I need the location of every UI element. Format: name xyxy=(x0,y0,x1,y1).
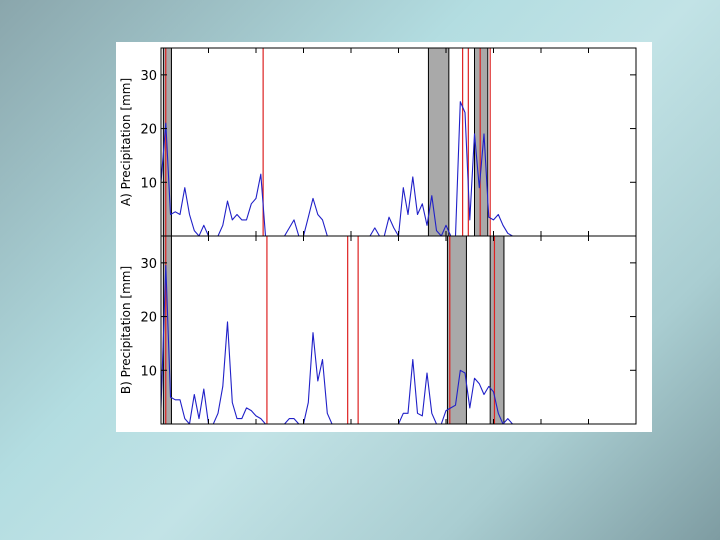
shaded-region xyxy=(446,236,467,424)
plot-frame xyxy=(160,47,637,237)
shaded-region xyxy=(489,236,505,424)
shaded-region xyxy=(162,48,172,236)
shaded-region xyxy=(474,48,489,236)
y-tick-label: 10 xyxy=(140,176,157,191)
y-tick-label: 10 xyxy=(140,364,157,379)
panel-a: 10 20 30 A) Precipitation [mm] xyxy=(119,47,637,237)
precipitation-chart-svg: 10 20 30 A) Precipitation [mm] 10 20 30 B) Prec… xyxy=(119,47,637,425)
y-tick-label: 30 xyxy=(140,257,157,272)
precipitation-figure: 10 20 30 A) Precipitation [mm] 10 20 30 B) Prec… xyxy=(116,42,652,432)
panel-b: 10 20 30 B) Precipitation [mm] xyxy=(119,235,637,425)
precipitation-series-line xyxy=(161,264,636,424)
y-tick-label: 20 xyxy=(140,311,157,326)
shaded-region xyxy=(427,48,450,236)
y-tick-label: 30 xyxy=(140,69,157,84)
y-axis-label: B) Precipitation [mm] xyxy=(119,266,133,394)
plot-area xyxy=(161,236,636,424)
y-tick-label: 20 xyxy=(140,123,157,138)
y-axis-label: A) Precipitation [mm] xyxy=(119,78,133,206)
precipitation-series-line xyxy=(161,101,636,236)
plot-area xyxy=(161,48,636,236)
